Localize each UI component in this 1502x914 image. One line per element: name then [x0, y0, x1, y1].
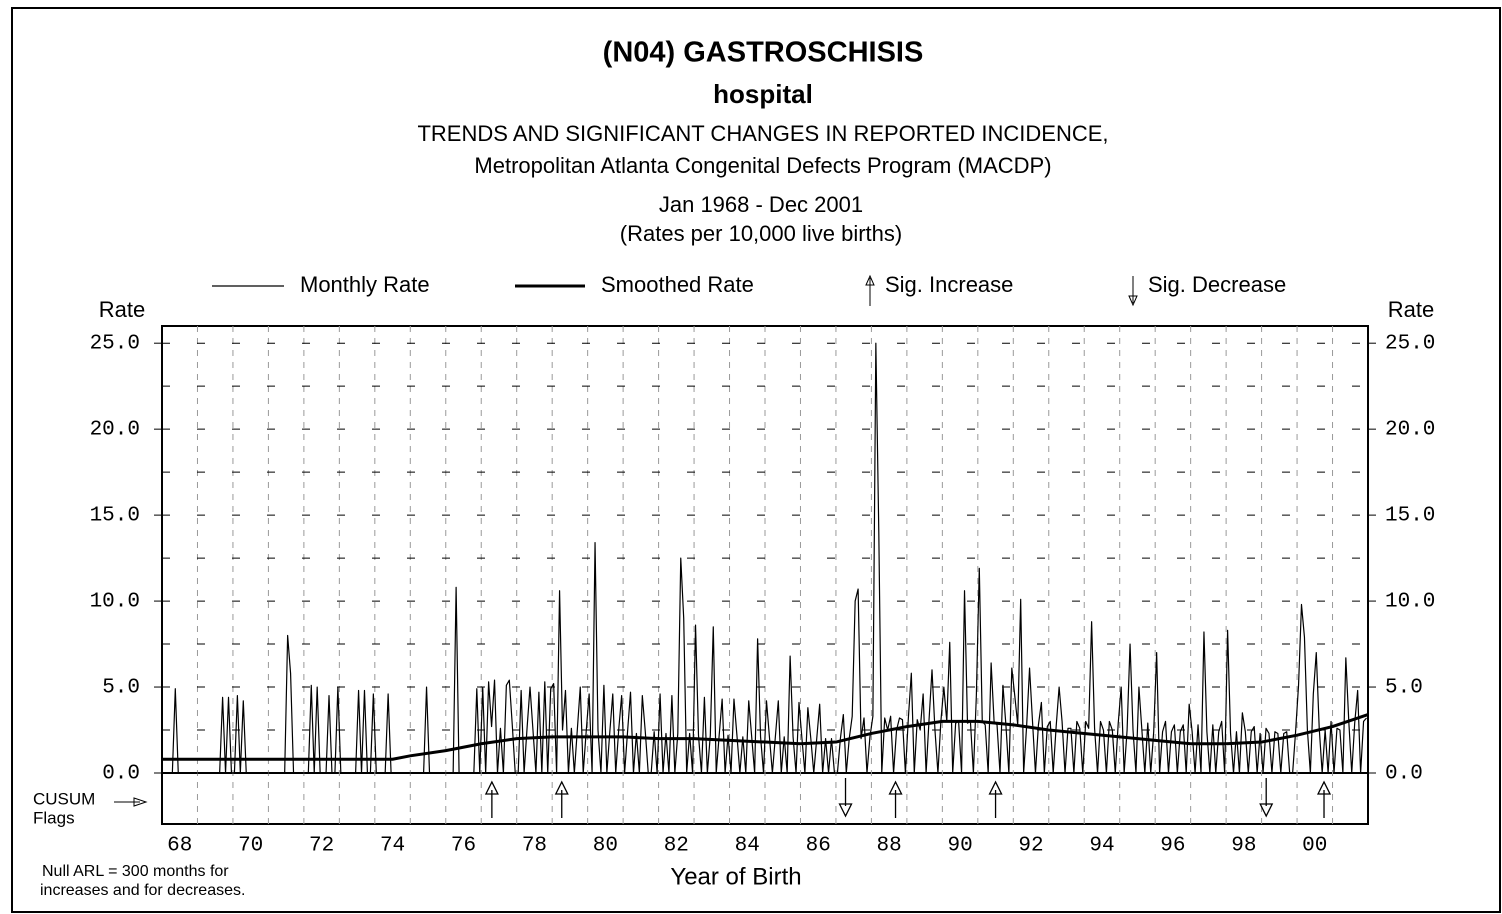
y-tick-label: 10.0 — [90, 591, 140, 614]
cusum-flag — [988, 780, 1003, 818]
cusum-flag — [554, 780, 569, 818]
chart-title: (N04) GASTROSCHISIS — [603, 37, 924, 69]
x-tick-label: 78 — [522, 835, 547, 858]
x-tick-label: 82 — [664, 835, 689, 858]
description: TRENDS AND SIGNIFICANT CHANGES IN REPORT… — [417, 121, 1108, 146]
cusum-flag — [1316, 780, 1332, 818]
legend-label: Monthly Rate — [300, 272, 430, 297]
y-tick-label: 5.0 — [102, 677, 140, 700]
x-tick-label: 76 — [451, 835, 476, 858]
x-tick-label: 94 — [1089, 835, 1114, 858]
cusum-flag — [1259, 778, 1274, 818]
chart-subtitle: hospital — [713, 79, 813, 109]
y-tick-label: 0.0 — [102, 763, 140, 786]
x-tick-label: 96 — [1160, 835, 1185, 858]
y-tick-label-right: 20.0 — [1385, 419, 1435, 442]
x-tick-label: 72 — [309, 835, 334, 858]
y-tick-label-right: 10.0 — [1385, 591, 1435, 614]
y-tick-label: 20.0 — [90, 419, 140, 442]
legend-label: Sig. Increase — [885, 272, 1013, 297]
note: increases and for decreases. — [40, 882, 245, 899]
x-tick-label: 86 — [806, 835, 831, 858]
frame — [11, 7, 1501, 913]
x-tick-label: 90 — [947, 835, 972, 858]
cusum-flag — [888, 780, 903, 818]
monthly-line — [163, 342, 1367, 774]
cusum-pointer — [114, 797, 148, 807]
legend-symbol — [865, 274, 875, 306]
legend-label: Smoothed Rate — [601, 272, 754, 297]
y-tick-label-right: 0.0 — [1385, 763, 1423, 786]
x-tick-label: 92 — [1018, 835, 1043, 858]
legend-label: Sig. Decrease — [1148, 272, 1286, 297]
description: Jan 1968 - Dec 2001 — [659, 192, 863, 217]
x-tick-label: 70 — [238, 835, 263, 858]
cusum-flag — [484, 780, 499, 818]
cusum-flag — [838, 778, 853, 818]
x-tick-label: 88 — [877, 835, 902, 858]
cusum-label: Flags — [33, 808, 75, 827]
y-tick-label: 25.0 — [90, 333, 140, 356]
cusum-label: CUSUM — [33, 789, 95, 808]
smoothed-line — [162, 713, 1369, 761]
x-tick-label: 80 — [593, 835, 618, 858]
y-tick-label-right: 25.0 — [1385, 333, 1435, 356]
x-tick-label: 74 — [380, 835, 405, 858]
y-axis-label: Rate — [99, 297, 145, 322]
x-tick-label: 68 — [167, 835, 192, 858]
legend-symbol — [1128, 276, 1138, 307]
description: (Rates per 10,000 live births) — [620, 221, 902, 246]
x-tick-label: 00 — [1302, 835, 1327, 858]
description: Metropolitan Atlanta Congenital Defects … — [474, 153, 1051, 178]
note: Null ARL = 300 months for — [42, 863, 229, 880]
x-tick-label: 84 — [735, 835, 760, 858]
y-tick-label-right: 15.0 — [1385, 505, 1435, 528]
y-axis-label: Rate — [1388, 297, 1434, 322]
y-tick-label-right: 5.0 — [1385, 677, 1423, 700]
y-tick-label: 15.0 — [90, 505, 140, 528]
x-tick-label: 98 — [1231, 835, 1256, 858]
x-axis-label: Year of Birth — [670, 863, 801, 890]
